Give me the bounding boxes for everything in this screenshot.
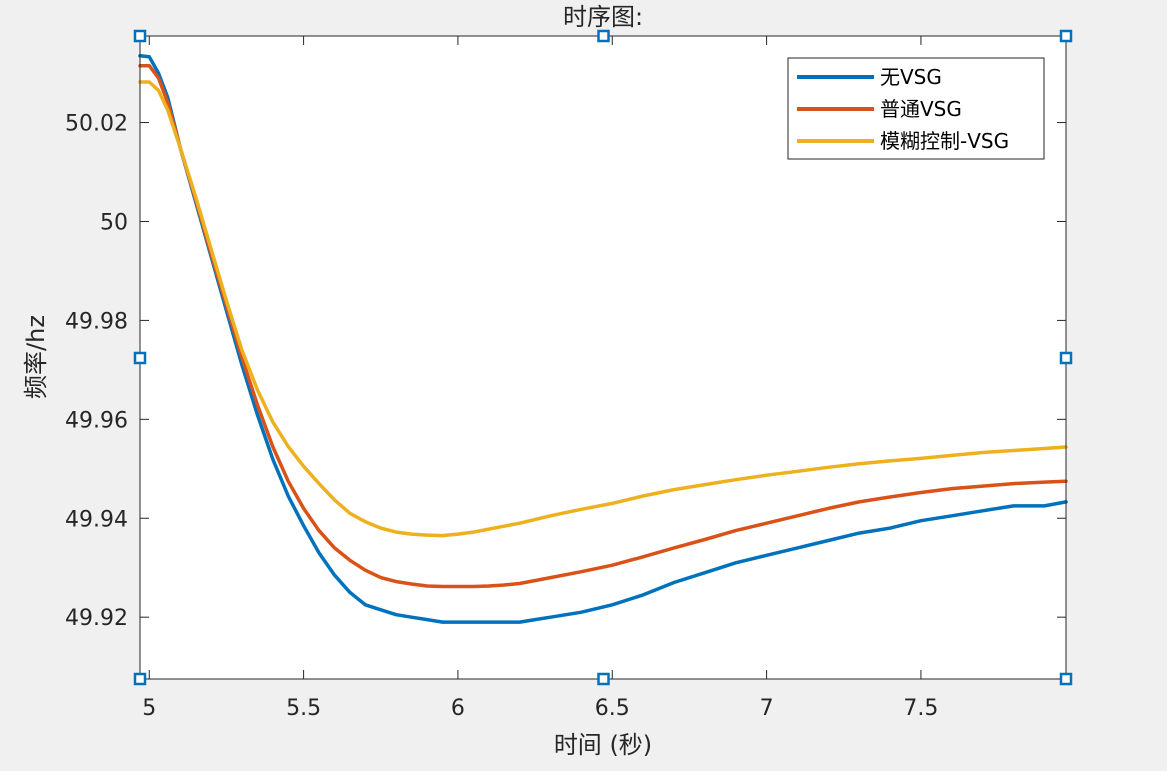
resize-handle[interactable] (1059, 351, 1073, 365)
x-tick-label: 7.5 (903, 696, 938, 721)
x-tick-label: 7 (760, 696, 774, 721)
legend-entries: 无VSG 普通VSG 模糊控制-VSG (797, 65, 1009, 153)
x-tick-label: 5.5 (286, 696, 321, 721)
series-line-fuzzy-vsg[interactable] (138, 80, 1068, 538)
resize-handle[interactable] (1059, 672, 1073, 686)
resize-handle[interactable] (1059, 29, 1073, 43)
y-tick-label: 50.02 (65, 112, 128, 137)
legend[interactable]: 无VSG 普通VSG 模糊控制-VSG (787, 57, 1045, 160)
chart-title: 时序图: (563, 3, 643, 31)
legend-label: 模糊控制-VSG (880, 129, 1009, 153)
selection-handles (133, 29, 1073, 686)
y-tick-label: 49.92 (65, 606, 128, 631)
tick-marks (140, 36, 1066, 679)
series-line-no-vsg[interactable] (138, 54, 1068, 624)
x-tick-labels: 5 5.5 6 6.5 7 7.5 (142, 696, 938, 721)
resize-handle[interactable] (597, 672, 610, 686)
legend-label: 无VSG (880, 65, 942, 89)
legend-label: 普通VSG (880, 97, 962, 121)
x-tick-label: 6.5 (595, 696, 630, 721)
x-tick-label: 5 (142, 696, 156, 721)
y-tick-label: 49.96 (65, 408, 128, 433)
resize-handle[interactable] (597, 29, 610, 43)
resize-handle[interactable] (133, 351, 147, 365)
series-layer (138, 54, 1068, 624)
x-tick-label: 6 (451, 696, 465, 721)
y-tick-label: 50 (100, 210, 128, 235)
y-tick-label: 49.94 (65, 507, 128, 532)
y-tick-labels: 49.92 49.94 49.96 49.98 50 50.02 (65, 112, 128, 632)
x-axis-label: 时间 (秒) (554, 731, 652, 759)
resize-handle[interactable] (133, 29, 147, 43)
y-tick-label: 49.98 (65, 309, 128, 334)
resize-handle[interactable] (133, 672, 147, 686)
y-axis-label: 频率/hz (22, 315, 50, 399)
